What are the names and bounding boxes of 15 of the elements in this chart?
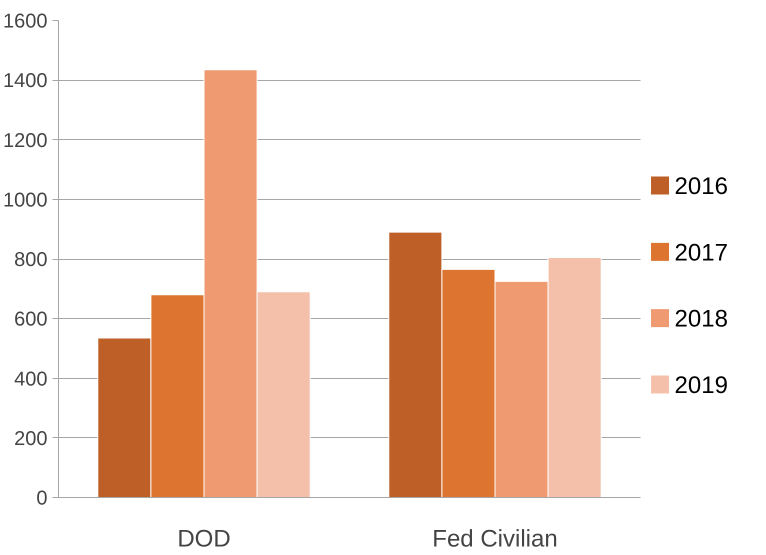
y-tick-label: 1400 (3, 70, 48, 92)
y-tick-label: 600 (14, 308, 48, 331)
y-tick-label: 800 (14, 249, 48, 271)
y-tick-label: 1000 (3, 189, 48, 212)
legend-label: 2016 (674, 173, 728, 200)
y-tick-label: 0 (36, 488, 48, 510)
y-tick-label: 1600 (3, 10, 48, 32)
y-tick-label: 200 (14, 428, 48, 450)
y-tick-label: 1200 (3, 130, 48, 152)
y-tick-label: 400 (14, 368, 48, 390)
legend-label: 2018 (674, 306, 728, 333)
x-tick-label: DOD (177, 526, 231, 552)
legend-label: 2017 (674, 239, 728, 266)
legend-label: 2019 (674, 372, 728, 399)
x-tick-label: Fed Civilian (432, 526, 558, 552)
